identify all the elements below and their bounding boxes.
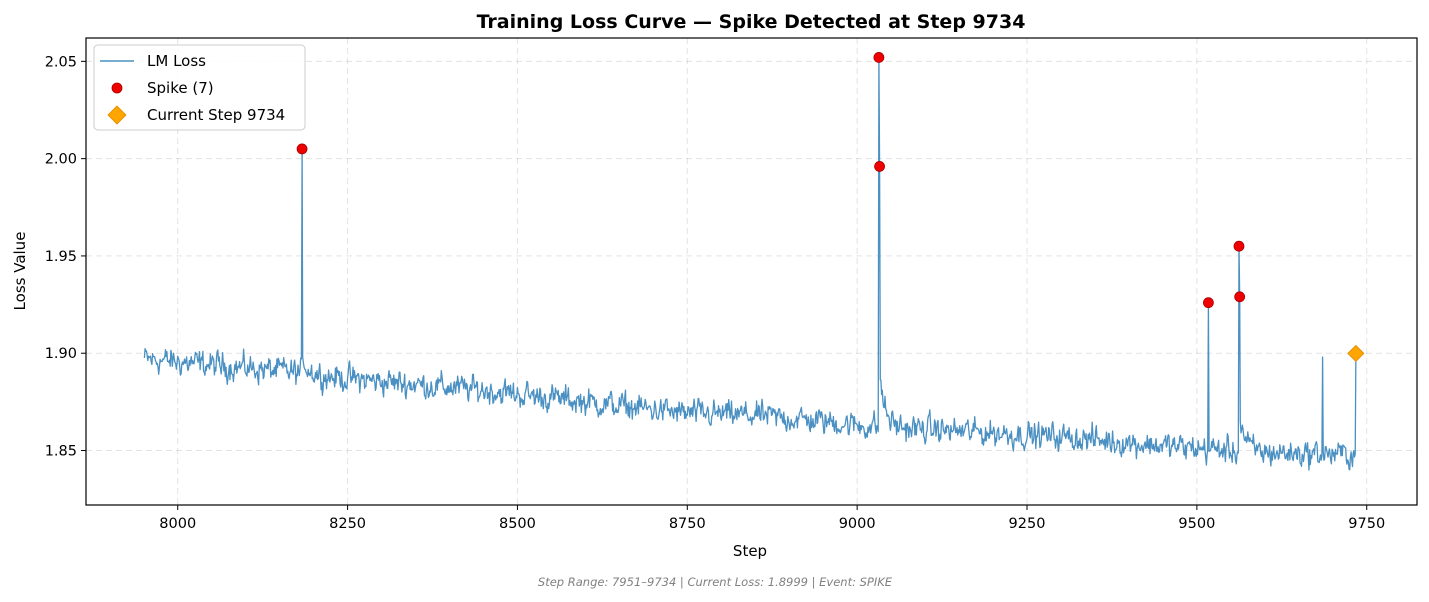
chart-title: Training Loss Curve — Spike Detected at … xyxy=(477,11,1026,33)
spike-markers xyxy=(296,52,1246,309)
x-tick-label: 9000 xyxy=(839,516,876,532)
x-tick-label: 9750 xyxy=(1348,516,1385,532)
spike-point xyxy=(1233,240,1245,252)
legend: LM Loss Spike (7) Current Step 9734 xyxy=(93,44,306,131)
grid-lines xyxy=(86,38,1417,505)
spike-point xyxy=(873,52,885,63)
spike-point xyxy=(1234,291,1246,303)
y-tick-label: 1.90 xyxy=(45,346,77,362)
x-axis-ticks: 8000 8250 8500 8750 9000 9250 9500 9750 xyxy=(159,505,1385,532)
spike-point xyxy=(1203,297,1214,309)
y-tick-label: 2.00 xyxy=(45,152,77,168)
x-tick-label: 8750 xyxy=(669,516,706,532)
legend-label-spike: Spike (7) xyxy=(147,79,214,97)
y-tick-label: 1.95 xyxy=(45,249,77,265)
legend-box xyxy=(93,44,306,131)
x-tick-label: 9500 xyxy=(1178,516,1215,532)
x-tick-label: 8250 xyxy=(329,516,366,532)
current-step-marker xyxy=(1347,344,1365,362)
current-step-marker-group xyxy=(1347,344,1365,362)
x-tick-label: 9250 xyxy=(1009,516,1046,532)
legend-label-lm-loss: LM Loss xyxy=(147,52,206,70)
lm-loss-line xyxy=(143,56,1357,471)
y-tick-label: 2.05 xyxy=(45,54,77,70)
x-axis-label: Step xyxy=(733,542,767,560)
legend-label-current: Current Step 9734 xyxy=(147,106,285,124)
y-axis-ticks: 1.85 1.90 1.95 2.00 2.05 xyxy=(45,54,86,460)
legend-current-swatch xyxy=(107,105,127,125)
x-tick-label: 8500 xyxy=(499,516,536,532)
legend-spike-swatch xyxy=(111,82,123,94)
plot-area xyxy=(143,52,1365,471)
plot-frame xyxy=(85,37,1418,506)
x-tick-label: 8000 xyxy=(159,516,196,532)
spike-point xyxy=(874,161,885,172)
footer-summary: Step Range: 7951–9734 | Current Loss: 1.… xyxy=(538,575,893,589)
y-tick-label: 1.85 xyxy=(45,444,77,460)
y-axis-label: Loss Value xyxy=(11,232,29,311)
spike-point xyxy=(296,143,308,155)
